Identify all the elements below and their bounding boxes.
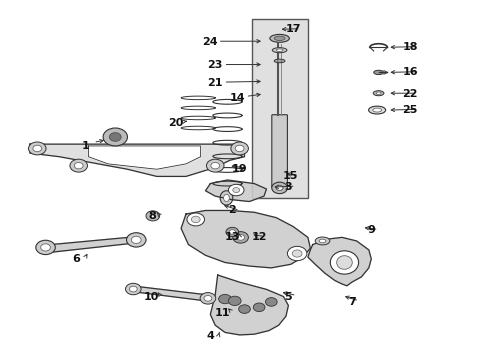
Ellipse shape [272, 48, 286, 53]
Text: 13: 13 [224, 232, 240, 242]
Circle shape [229, 230, 235, 234]
Ellipse shape [375, 92, 380, 94]
Ellipse shape [372, 91, 383, 96]
Circle shape [228, 184, 244, 196]
Circle shape [210, 162, 219, 169]
Bar [251, 19, 307, 198]
Text: 3: 3 [284, 182, 292, 192]
Circle shape [203, 296, 211, 301]
Text: 6: 6 [72, 254, 80, 264]
Text: 2: 2 [228, 206, 236, 216]
Polygon shape [30, 144, 244, 176]
Polygon shape [205, 180, 266, 202]
Text: 1: 1 [82, 141, 90, 151]
Ellipse shape [368, 106, 385, 114]
Ellipse shape [330, 251, 358, 274]
Circle shape [225, 227, 238, 237]
Circle shape [70, 159, 87, 172]
Text: 22: 22 [402, 89, 417, 99]
Circle shape [228, 296, 241, 306]
Ellipse shape [274, 59, 285, 63]
Ellipse shape [336, 256, 351, 269]
Polygon shape [181, 211, 310, 268]
Circle shape [232, 231, 248, 243]
Circle shape [238, 305, 250, 314]
Circle shape [232, 188, 239, 193]
Ellipse shape [315, 237, 329, 245]
Text: 21: 21 [207, 78, 223, 88]
Circle shape [103, 128, 127, 146]
Text: 9: 9 [366, 225, 374, 235]
Circle shape [125, 283, 141, 295]
Ellipse shape [373, 70, 383, 75]
Ellipse shape [269, 35, 289, 42]
Polygon shape [88, 146, 200, 169]
Text: 23: 23 [207, 60, 223, 70]
Text: 25: 25 [402, 105, 417, 115]
Circle shape [287, 246, 306, 261]
Circle shape [271, 182, 287, 194]
Circle shape [150, 214, 156, 218]
Circle shape [36, 240, 55, 255]
Ellipse shape [223, 194, 229, 202]
Circle shape [218, 294, 231, 304]
Circle shape [265, 298, 277, 306]
Ellipse shape [276, 49, 283, 51]
Text: 15: 15 [283, 171, 298, 181]
Circle shape [236, 234, 244, 240]
Circle shape [74, 162, 83, 169]
Text: 18: 18 [402, 42, 417, 52]
Circle shape [131, 236, 141, 243]
Circle shape [206, 159, 224, 172]
Text: 19: 19 [231, 164, 247, 174]
Circle shape [126, 233, 146, 247]
Ellipse shape [277, 60, 282, 62]
Text: 24: 24 [202, 37, 218, 47]
Text: 7: 7 [347, 297, 355, 307]
Circle shape [276, 185, 283, 190]
Circle shape [253, 303, 264, 312]
Text: 17: 17 [285, 24, 301, 35]
Circle shape [200, 293, 215, 304]
Text: 16: 16 [402, 67, 417, 77]
Circle shape [230, 142, 248, 155]
Circle shape [41, 244, 50, 251]
Text: 14: 14 [229, 93, 244, 103]
FancyBboxPatch shape [271, 115, 287, 188]
Circle shape [292, 250, 302, 257]
Polygon shape [307, 237, 370, 286]
Text: 8: 8 [148, 211, 155, 221]
Polygon shape [43, 237, 140, 252]
Circle shape [109, 133, 121, 141]
Circle shape [186, 213, 204, 226]
Text: 5: 5 [284, 292, 292, 302]
Circle shape [146, 211, 159, 221]
Ellipse shape [319, 239, 325, 243]
Text: 11: 11 [214, 308, 230, 318]
Polygon shape [210, 275, 288, 335]
Text: 4: 4 [206, 331, 214, 341]
Circle shape [191, 216, 200, 223]
Text: 20: 20 [168, 118, 183, 128]
Circle shape [33, 145, 41, 152]
Ellipse shape [372, 108, 381, 112]
Circle shape [28, 142, 46, 155]
Polygon shape [131, 286, 210, 301]
Ellipse shape [220, 191, 232, 205]
Circle shape [129, 286, 137, 292]
Ellipse shape [274, 36, 285, 41]
Text: 10: 10 [144, 292, 159, 302]
Text: 12: 12 [251, 232, 266, 242]
Circle shape [235, 145, 244, 152]
